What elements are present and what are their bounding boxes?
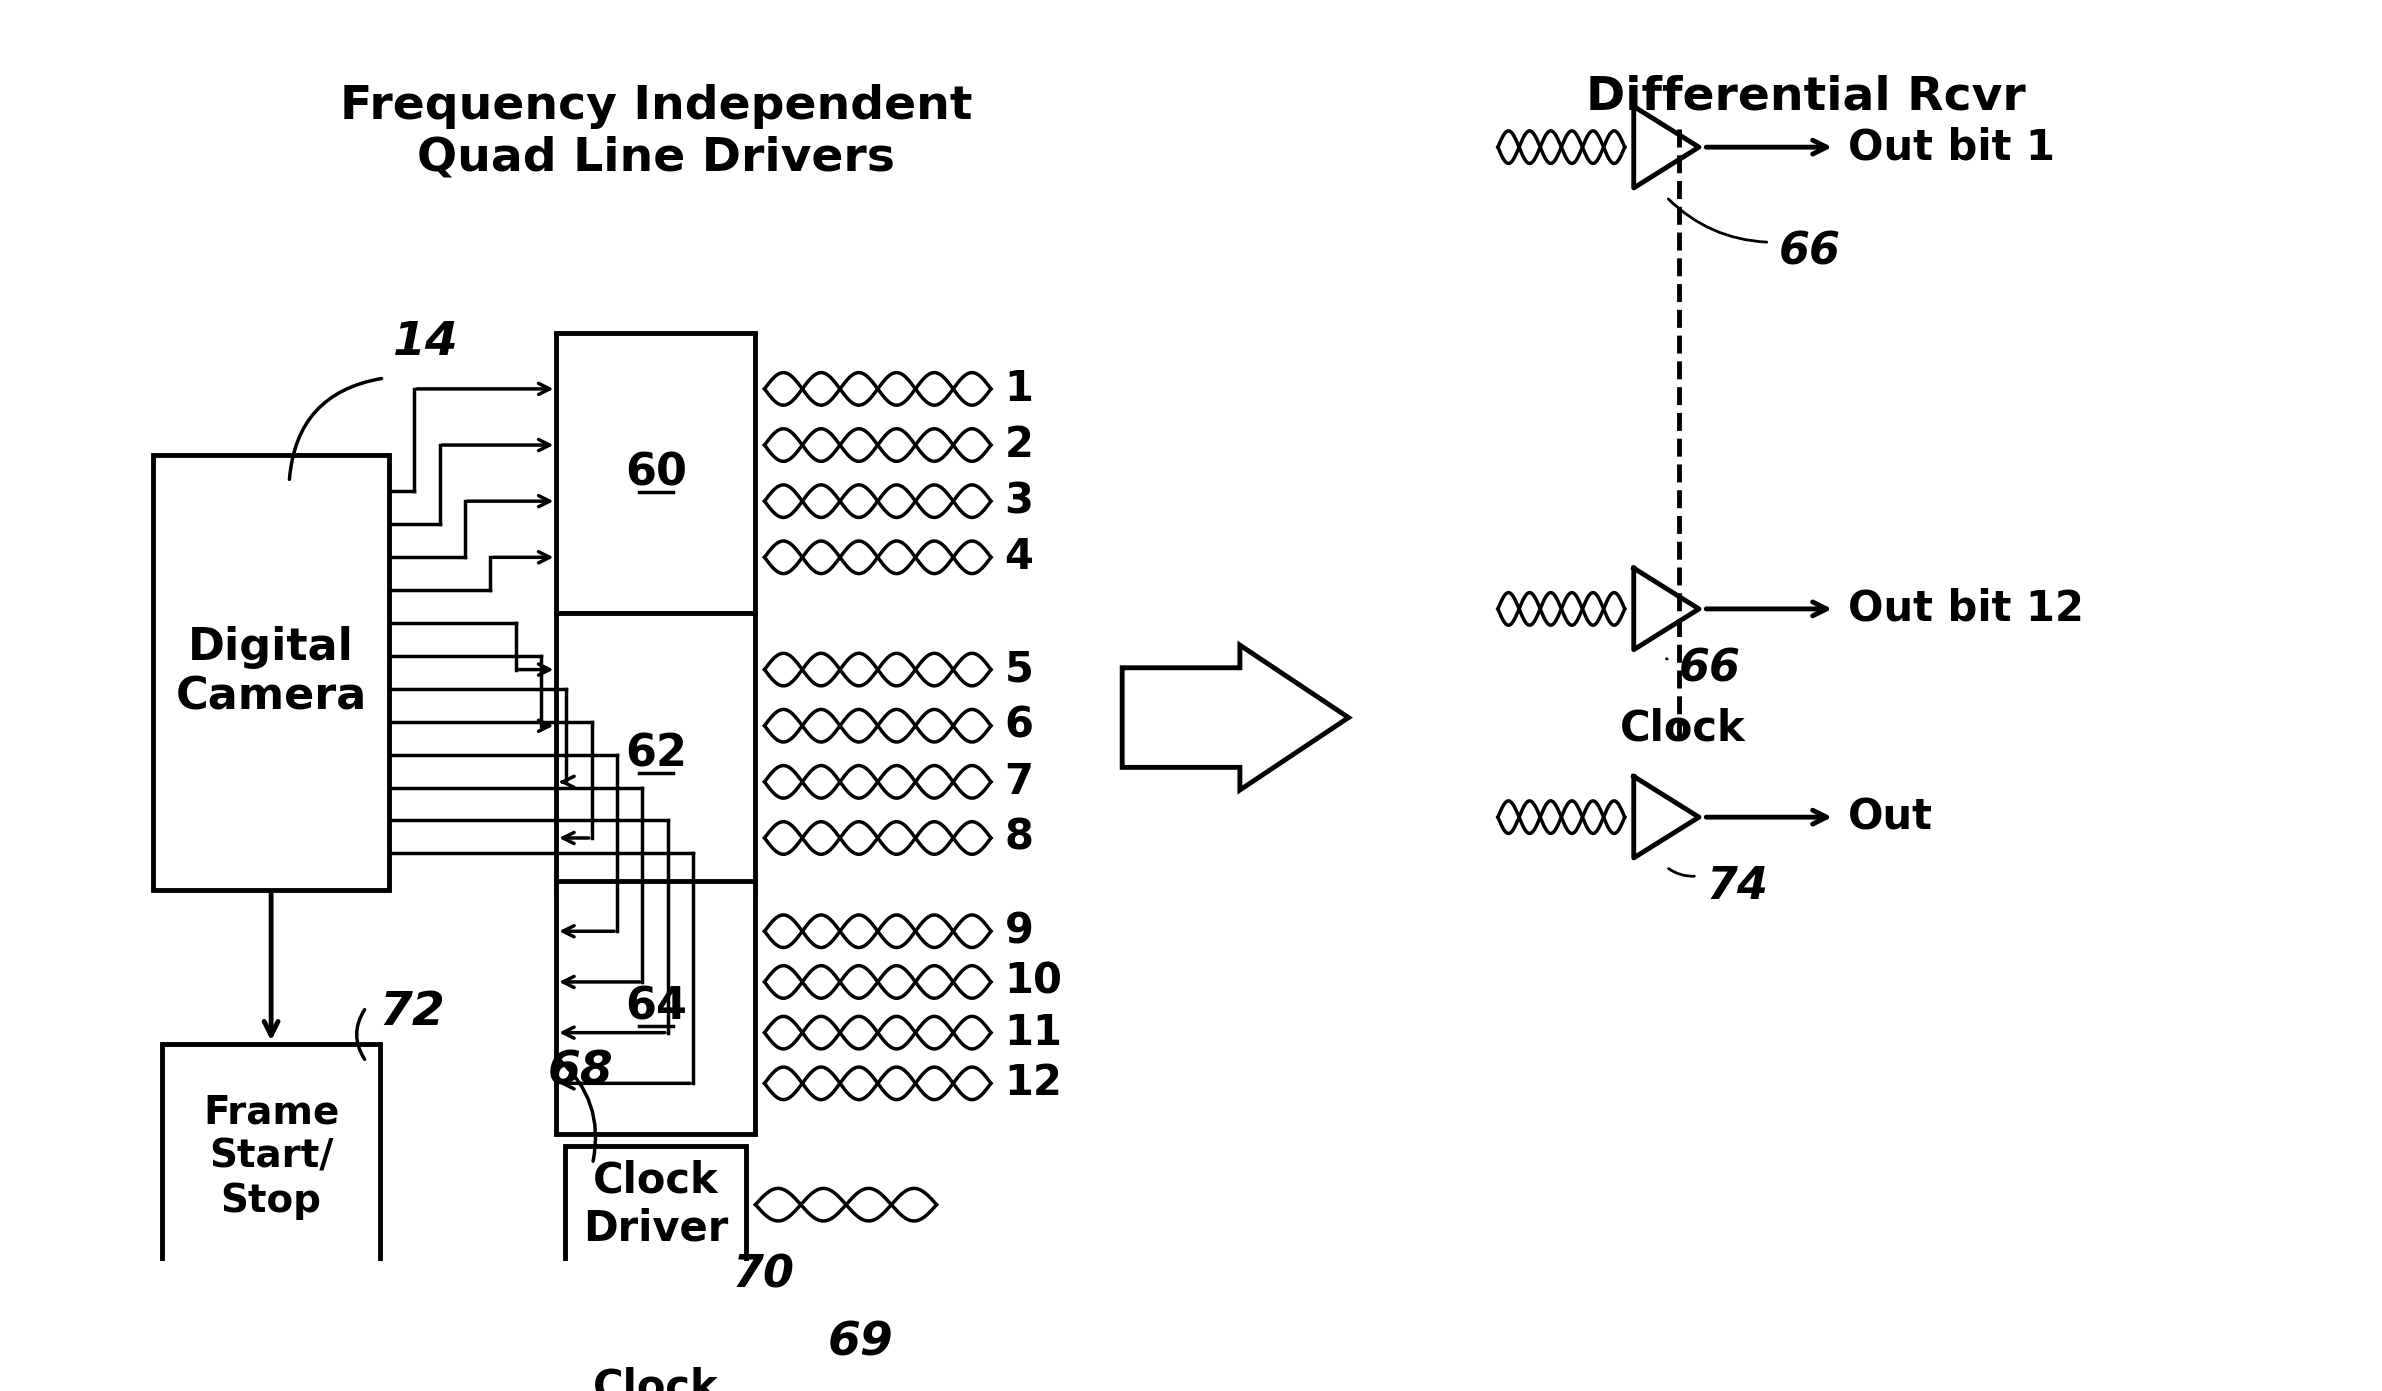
Bar xyxy=(557,332,755,613)
Text: Clock
Driver: Clock Driver xyxy=(584,1159,729,1251)
Text: Out bit 12: Out bit 12 xyxy=(1848,588,2084,630)
Text: Clock: Clock xyxy=(1620,707,1746,750)
Text: 4: 4 xyxy=(1005,537,1034,579)
Text: 14: 14 xyxy=(393,320,460,366)
Text: 64: 64 xyxy=(624,986,686,1029)
FancyArrowPatch shape xyxy=(717,1335,817,1376)
Text: 62: 62 xyxy=(624,732,686,775)
FancyArrowPatch shape xyxy=(681,1299,717,1303)
Text: 8: 8 xyxy=(1005,817,1034,860)
Text: 11: 11 xyxy=(1005,1011,1062,1053)
Bar xyxy=(565,1146,746,1263)
Bar xyxy=(162,1043,379,1270)
Bar xyxy=(557,881,755,1134)
Text: 10: 10 xyxy=(1005,961,1062,1003)
Text: 69: 69 xyxy=(829,1321,893,1366)
Text: 6: 6 xyxy=(1005,705,1034,747)
Text: Out: Out xyxy=(1848,796,1934,839)
FancyArrowPatch shape xyxy=(357,1010,364,1060)
Text: 66: 66 xyxy=(1779,231,1841,274)
Text: 5: 5 xyxy=(1005,648,1034,690)
Text: 74: 74 xyxy=(1706,865,1767,908)
Text: 70: 70 xyxy=(734,1253,796,1296)
Text: 1: 1 xyxy=(1005,367,1034,410)
Bar xyxy=(152,455,388,890)
FancyArrowPatch shape xyxy=(1667,868,1694,876)
Text: Clock: Clock xyxy=(593,1366,719,1391)
Text: 60: 60 xyxy=(624,452,686,495)
Text: 3: 3 xyxy=(1005,480,1034,522)
Text: Digital
Camera: Digital Camera xyxy=(176,626,367,719)
Text: Differential Rcvr: Differential Rcvr xyxy=(1586,75,2025,120)
FancyArrowPatch shape xyxy=(291,378,381,480)
Text: 66: 66 xyxy=(1679,647,1741,690)
FancyArrowPatch shape xyxy=(1667,199,1767,242)
Polygon shape xyxy=(1122,645,1348,790)
Text: 2: 2 xyxy=(1005,424,1034,466)
Text: 72: 72 xyxy=(379,990,445,1035)
FancyArrowPatch shape xyxy=(557,1059,596,1161)
Bar xyxy=(557,613,755,894)
Text: 68: 68 xyxy=(548,1049,612,1095)
Text: Frequency Independent
Quad Line Drivers: Frequency Independent Quad Line Drivers xyxy=(341,83,972,181)
Text: 7: 7 xyxy=(1005,761,1034,803)
Text: Frame
Start/
Stop: Frame Start/ Stop xyxy=(202,1093,338,1220)
Text: Out bit 1: Out bit 1 xyxy=(1848,127,2056,168)
Text: 9: 9 xyxy=(1005,910,1034,953)
Text: 12: 12 xyxy=(1005,1063,1062,1104)
Bar xyxy=(579,1338,734,1391)
